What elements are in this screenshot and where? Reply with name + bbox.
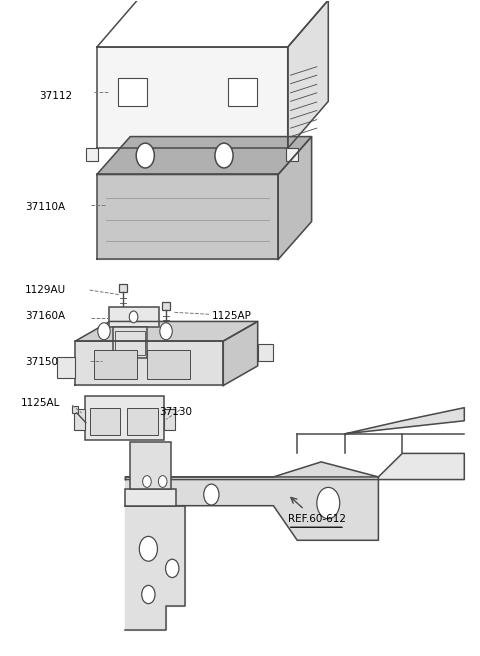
- Circle shape: [136, 143, 155, 168]
- Bar: [162, 302, 170, 310]
- Bar: [86, 148, 98, 161]
- Text: 37130: 37130: [159, 407, 192, 417]
- Polygon shape: [97, 0, 328, 47]
- Bar: [113, 327, 147, 358]
- Circle shape: [129, 311, 138, 323]
- Polygon shape: [125, 453, 464, 480]
- Text: 1125AL: 1125AL: [21, 398, 60, 408]
- Polygon shape: [345, 407, 464, 434]
- Circle shape: [142, 585, 155, 604]
- Circle shape: [204, 484, 219, 505]
- Bar: [147, 350, 190, 379]
- Polygon shape: [125, 462, 378, 541]
- Bar: [85, 396, 164, 440]
- Bar: [130, 441, 171, 489]
- Text: 37160A: 37160A: [25, 311, 65, 321]
- Bar: [258, 344, 274, 361]
- Circle shape: [215, 143, 233, 168]
- Text: 37112: 37112: [39, 91, 72, 101]
- Bar: [115, 331, 144, 355]
- Circle shape: [166, 560, 179, 577]
- Bar: [164, 409, 175, 430]
- Circle shape: [98, 323, 110, 340]
- Circle shape: [317, 487, 340, 519]
- Polygon shape: [97, 136, 312, 174]
- Polygon shape: [278, 136, 312, 259]
- Polygon shape: [97, 47, 288, 148]
- Bar: [228, 79, 257, 106]
- Bar: [109, 307, 159, 327]
- Bar: [72, 406, 78, 413]
- Polygon shape: [288, 0, 328, 148]
- Text: 37110A: 37110A: [25, 202, 65, 212]
- Circle shape: [160, 323, 172, 340]
- Circle shape: [158, 476, 167, 487]
- Polygon shape: [97, 174, 278, 259]
- Bar: [74, 409, 85, 430]
- Bar: [119, 283, 127, 292]
- Bar: [127, 407, 158, 435]
- Bar: [125, 489, 176, 506]
- Bar: [57, 357, 75, 378]
- Polygon shape: [75, 321, 258, 341]
- Polygon shape: [223, 321, 258, 386]
- Bar: [90, 407, 120, 435]
- Bar: [118, 79, 147, 106]
- Circle shape: [143, 476, 151, 487]
- Bar: [286, 148, 298, 161]
- Bar: [95, 350, 137, 379]
- Text: REF.60-612: REF.60-612: [288, 514, 346, 523]
- Polygon shape: [75, 341, 223, 386]
- Text: 1125AP: 1125AP: [211, 311, 251, 321]
- Text: 37150: 37150: [25, 357, 58, 367]
- Text: 1129AU: 1129AU: [25, 285, 66, 295]
- Circle shape: [139, 537, 157, 561]
- Polygon shape: [125, 506, 185, 630]
